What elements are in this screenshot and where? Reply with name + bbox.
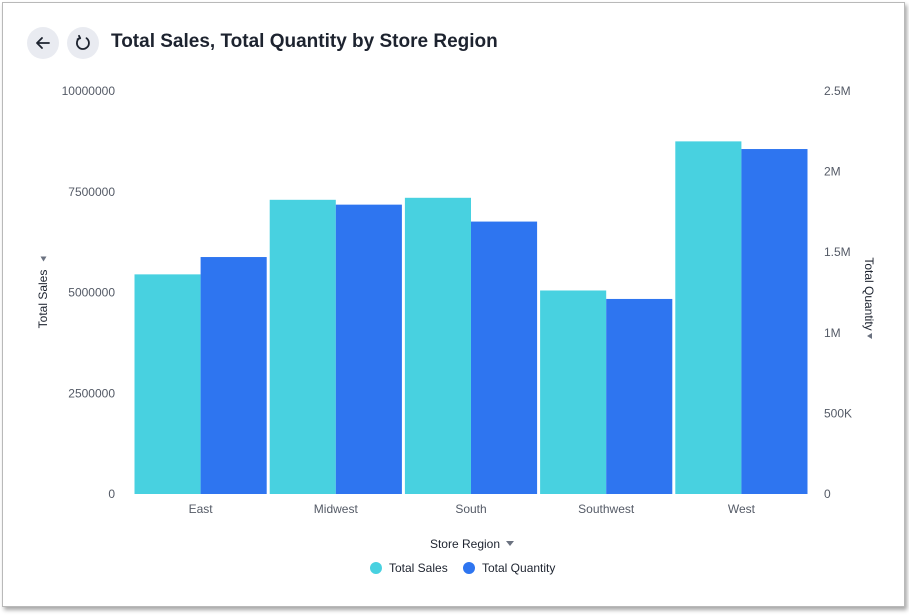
legend-label[interactable]: Total Sales (389, 561, 448, 575)
chevron-down-icon[interactable] (506, 541, 514, 546)
y-tick-label: 10000000 (62, 84, 116, 98)
y2-axis-title[interactable]: Total Quantity (862, 257, 876, 330)
reset-button[interactable] (67, 27, 99, 59)
bar-total-sales[interactable] (675, 141, 742, 494)
y-tick-label: 7500000 (68, 185, 115, 199)
y2-tick-label: 2M (824, 165, 841, 179)
y2-tick-label: 2.5M (824, 84, 851, 98)
chart-title: Total Sales, Total Quantity by Store Reg… (111, 31, 498, 52)
chart-card: 0 2500000 5000000 7500000 10000000 0 500K 1M 1.5… (2, 2, 905, 607)
x-axis-title[interactable]: Store Region (430, 537, 500, 551)
chevron-icon[interactable] (867, 333, 872, 339)
bar-total-sales[interactable] (540, 290, 607, 494)
combo-bar-chart: 0 2500000 5000000 7500000 10000000 0 500K 1M 1.5… (36, 84, 876, 575)
bar-total-sales[interactable] (134, 274, 201, 494)
bar-total-quantity[interactable] (335, 204, 402, 494)
legend-swatch-total-quantity[interactable] (463, 562, 475, 574)
chevron-icon[interactable] (40, 256, 47, 262)
back-button[interactable] (27, 27, 59, 59)
bar-total-sales[interactable] (404, 197, 471, 495)
legend-swatch-total-sales[interactable] (370, 562, 382, 574)
bar-total-quantity[interactable] (471, 221, 538, 494)
x-tick-label: East (189, 502, 214, 516)
x-tick-label: Southwest (578, 502, 635, 516)
y2-tick-label: 1M (824, 326, 841, 340)
refresh-icon (76, 34, 90, 50)
bar-total-quantity[interactable] (741, 149, 808, 495)
y2-tick-label: 1.5M (824, 245, 851, 259)
y2-tick-label: 0 (824, 487, 831, 501)
x-tick-label: West (728, 502, 756, 516)
bar-total-sales[interactable] (269, 199, 336, 494)
y-axis-title[interactable]: Total Sales (36, 270, 50, 329)
bar-total-quantity[interactable] (200, 257, 267, 494)
arrow-left-icon (36, 37, 50, 49)
bar-total-quantity[interactable] (606, 298, 673, 494)
y-tick-label: 2500000 (68, 386, 115, 400)
y2-tick-label: 500K (824, 406, 852, 420)
legend-label[interactable]: Total Quantity (482, 561, 555, 575)
y-tick-label: 0 (108, 487, 115, 501)
y-tick-label: 5000000 (68, 286, 115, 300)
x-tick-label: Midwest (314, 502, 359, 516)
x-tick-label: South (455, 502, 486, 516)
